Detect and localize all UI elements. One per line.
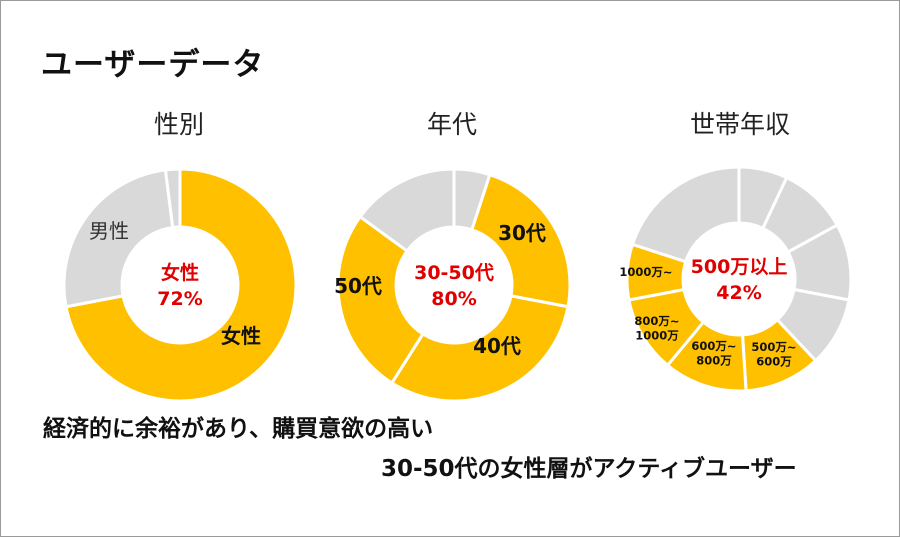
slice-label: 1000万~ — [619, 265, 672, 279]
chart-title-age: 年代 — [426, 110, 477, 139]
chart-title-income: 世帯年収 — [689, 110, 790, 139]
donut-slice — [62, 168, 175, 309]
slice-label: 男性 — [89, 219, 129, 243]
center-label: 42% — [716, 282, 761, 304]
chart-title-gender: 性別 — [153, 110, 204, 139]
center-label: 30-50代 — [414, 262, 494, 284]
slice-label: 500万~ 600万 — [751, 340, 796, 368]
donut-slice — [336, 214, 425, 386]
slice-label: 800万~ 1000万 — [634, 314, 679, 342]
slice-label: 50代 — [334, 274, 382, 298]
summary-line-1: 経済的に余裕があり、購買意欲の高い — [43, 416, 434, 442]
slice-label: 女性 — [221, 324, 261, 348]
slice-label: 600万~ 800万 — [691, 339, 736, 367]
donut-slice — [389, 294, 570, 403]
summary-line-2: 30-50代の女性層がアクティブユーザー — [381, 456, 797, 482]
donut-slice — [470, 172, 572, 309]
donut-slice — [163, 167, 182, 230]
center-label: 女性 — [161, 261, 199, 284]
center-label: 500万以上 — [691, 256, 788, 278]
donut-slice — [358, 167, 456, 254]
center-label: 72% — [157, 288, 202, 310]
center-label: 80% — [431, 288, 476, 310]
slice-label: 40代 — [473, 334, 521, 358]
slice-label: 30代 — [498, 221, 546, 245]
page-title: ユーザーデータ — [41, 47, 265, 83]
donut-slice — [64, 167, 298, 403]
donut-slice — [630, 165, 741, 264]
